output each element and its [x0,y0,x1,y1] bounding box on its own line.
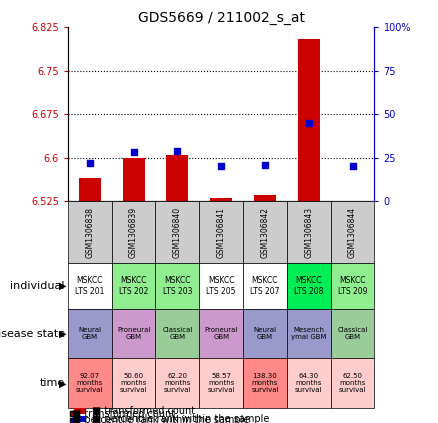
Bar [74,416,86,422]
Point [349,163,356,170]
Bar [331,358,374,408]
Point [261,161,268,168]
Bar [287,263,331,309]
Text: 62.20
months
survival: 62.20 months survival [164,374,191,393]
Bar [68,263,112,309]
Bar [112,263,155,309]
Text: GSM1306839: GSM1306839 [129,206,138,258]
Text: ■ transformed count: ■ transformed count [92,406,195,416]
Text: ■ percentile rank within the sample: ■ percentile rank within the sample [72,415,250,423]
Text: disease state: disease state [0,329,65,338]
Text: Proneural
GBM: Proneural GBM [117,327,150,340]
Bar [287,201,331,263]
Text: GSM1306842: GSM1306842 [261,206,269,258]
Text: MSKCC
LTS 205: MSKCC LTS 205 [206,276,236,296]
Bar [155,263,199,309]
Text: GSM1306840: GSM1306840 [173,206,182,258]
Text: 92.07
months
survival: 92.07 months survival [76,374,103,393]
Text: 50.60
months
survival: 50.60 months survival [120,374,147,393]
Text: time: time [39,378,65,388]
Title: GDS5669 / 211002_s_at: GDS5669 / 211002_s_at [138,11,305,25]
Text: GSM1306844: GSM1306844 [348,206,357,258]
Point [174,147,181,154]
Text: ▶: ▶ [59,329,67,338]
Text: GSM1306838: GSM1306838 [85,206,94,258]
Bar [199,309,243,358]
Bar [287,358,331,408]
Text: ▶: ▶ [59,281,67,291]
Bar [112,309,155,358]
Bar [199,358,243,408]
Text: ▶: ▶ [59,378,67,388]
Text: ■ percentile rank within the sample: ■ percentile rank within the sample [92,414,270,423]
Bar [298,39,320,201]
Text: individual: individual [11,281,65,291]
Text: MSKCC
LTS 203: MSKCC LTS 203 [162,276,192,296]
Bar [199,201,243,263]
Text: MSKCC
LTS 201: MSKCC LTS 201 [75,276,105,296]
Text: GSM1306843: GSM1306843 [304,206,313,258]
Bar [155,201,199,263]
Text: 138.30
months
survival: 138.30 months survival [251,374,279,393]
Bar [331,263,374,309]
Bar [199,263,243,309]
Text: Neural
GBM: Neural GBM [78,327,101,340]
Bar [123,158,145,201]
Bar [68,358,112,408]
Bar [210,198,232,201]
Point [130,149,137,156]
Bar [254,195,276,201]
Text: Mesench
ymal GBM: Mesench ymal GBM [291,327,327,340]
Text: MSKCC
LTS 207: MSKCC LTS 207 [250,276,280,296]
Text: Neural
GBM: Neural GBM [254,327,276,340]
Point [86,159,93,166]
Bar [155,358,199,408]
Text: Classical
GBM: Classical GBM [162,327,193,340]
Bar [112,201,155,263]
Bar [243,263,287,309]
Text: GSM1306841: GSM1306841 [217,206,226,258]
Text: Classical
GBM: Classical GBM [337,327,368,340]
Bar [166,155,188,201]
Bar [331,309,374,358]
Text: MSKCC
LTS 209: MSKCC LTS 209 [338,276,367,296]
Bar [155,309,199,358]
Bar [243,309,287,358]
Bar [112,358,155,408]
Text: 64.30
months
survival: 64.30 months survival [295,374,322,393]
Point [218,163,225,170]
Bar [74,408,86,414]
Bar [68,201,112,263]
Bar [243,201,287,263]
Text: MSKCC
LTS 202: MSKCC LTS 202 [119,276,148,296]
Bar [331,201,374,263]
Text: 62.50
months
survival: 62.50 months survival [339,374,366,393]
Bar [287,309,331,358]
Text: ■ transformed count: ■ transformed count [72,409,175,419]
Point [305,120,312,126]
Text: MSKCC
LTS 208: MSKCC LTS 208 [294,276,324,296]
Bar [243,358,287,408]
Bar [68,309,112,358]
Text: 58.57
months
survival: 58.57 months survival [208,374,235,393]
Text: Proneural
GBM: Proneural GBM [205,327,238,340]
Bar [79,178,101,201]
